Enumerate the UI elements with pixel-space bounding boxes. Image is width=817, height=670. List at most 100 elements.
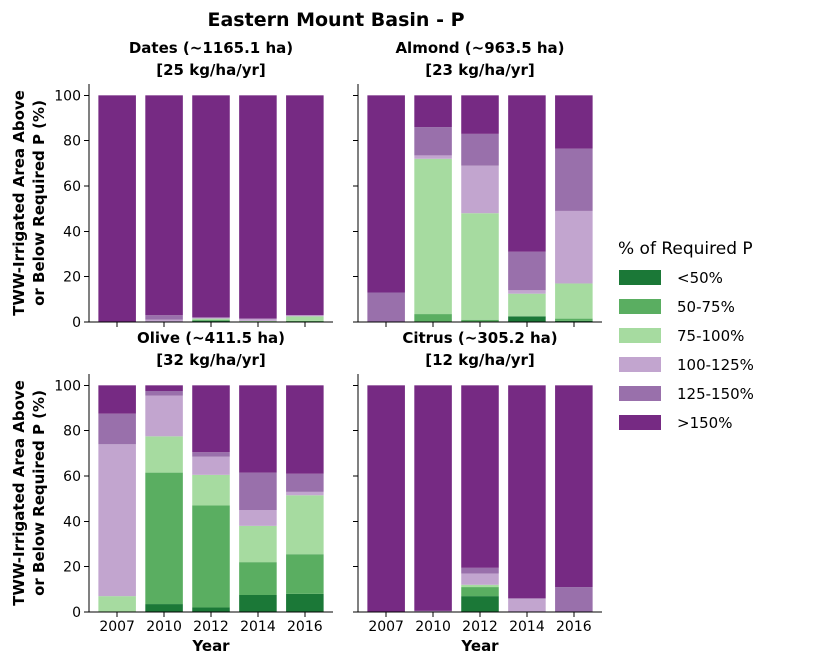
x-tick-label: 2014	[509, 619, 545, 635]
bar-segment	[414, 158, 452, 315]
bar-segment	[367, 95, 405, 293]
bar-segment	[192, 320, 230, 322]
bar-segment	[239, 320, 277, 322]
x-tick-label: 2007	[368, 619, 404, 635]
bar-segment	[192, 474, 230, 506]
bar-segment	[145, 472, 183, 605]
y-tick-label: 80	[63, 134, 81, 150]
bar-segment	[239, 318, 277, 321]
bar-segment	[555, 210, 593, 284]
legend-label: 125-150%	[677, 385, 754, 403]
legend-title: % of Required P	[618, 239, 753, 259]
bar-segment	[239, 385, 277, 473]
y-tick-label: 20	[63, 560, 81, 576]
bar-segment	[367, 385, 405, 612]
bar-segment	[192, 317, 230, 319]
y-tick-label: 80	[63, 424, 81, 440]
panel-2: Almond (~963.5 ha) [23 kg/ha/yr]	[353, 39, 602, 327]
bar-segment	[286, 554, 324, 594]
panel-title-line: Almond (~963.5 ha)	[395, 39, 564, 57]
bar-segment	[414, 95, 452, 128]
y-tick-label: 20	[63, 270, 81, 286]
bar-segment	[145, 395, 183, 437]
legend-swatch	[619, 415, 661, 430]
legend-label: <50%	[677, 269, 723, 287]
bar-segment	[461, 213, 499, 320]
legend-label: 75-100%	[677, 327, 744, 345]
bar-segment	[555, 587, 593, 612]
bar-segment	[286, 320, 324, 322]
x-tick-label: 2012	[193, 619, 229, 635]
bar-segment	[461, 95, 499, 134]
bar-segment	[239, 510, 277, 526]
y-tick-label: 100	[54, 88, 81, 104]
y-tick-label: 0	[72, 315, 81, 331]
bar-segment	[414, 155, 452, 159]
bar-segment	[98, 95, 136, 322]
panel-title-line: [23 kg/ha/yr]	[425, 61, 534, 79]
bar-segment	[508, 385, 546, 599]
bar-segment	[414, 610, 452, 612]
bar-segment	[192, 385, 230, 453]
bar-segment	[508, 251, 546, 291]
bar-segment	[414, 314, 452, 322]
legend-swatch	[619, 328, 661, 343]
bar-segment	[98, 444, 136, 597]
y-tick-label: 60	[63, 469, 81, 485]
bar-segment	[192, 456, 230, 475]
bar-segment	[145, 436, 183, 473]
x-axis-label-right: Year	[460, 637, 499, 655]
bar-segment	[461, 567, 499, 574]
y-tick-label: 0	[72, 605, 81, 621]
legend-swatch	[619, 270, 661, 285]
bar-segment	[461, 584, 499, 588]
bar-segment	[461, 573, 499, 585]
bar-segment	[239, 595, 277, 612]
bar-segment	[286, 473, 324, 492]
bar-segment	[239, 562, 277, 595]
bar-segment	[508, 290, 546, 294]
bar-segment	[145, 95, 183, 316]
panel-1: Dates (~1165.1 ha) [25 kg/ha/yr] 0 20 40 60 80…	[54, 39, 333, 331]
y-tick-label: 40	[63, 224, 81, 240]
panel-title-line: Olive (~411.5 ha)	[137, 329, 285, 347]
bar-segment	[461, 587, 499, 597]
panel-3: Olive (~411.5 ha) [32 kg/ha/yr] 0 20 40 60 80 1…	[54, 329, 333, 635]
x-tick-label: 2016	[556, 619, 592, 635]
bar-segment	[555, 385, 593, 588]
bar-segment	[508, 293, 546, 317]
y-tick-label: 40	[63, 514, 81, 530]
figure-title: Eastern Mount Basin - P	[208, 9, 465, 31]
bar-segment	[461, 165, 499, 214]
x-tick-label: 2007	[99, 619, 135, 635]
bar-segment	[555, 95, 593, 149]
y-tick-label: 60	[63, 179, 81, 195]
bar-segment	[286, 495, 324, 555]
bar-segment	[461, 596, 499, 612]
x-tick-label: 2016	[287, 619, 323, 635]
bar-segment	[286, 593, 324, 612]
bar-segment	[286, 491, 324, 496]
bar-segment	[555, 318, 593, 321]
legend-label: 100-125%	[677, 356, 754, 374]
bar-segment	[145, 315, 183, 320]
y-axis-label-top-line1: TWW-Irrigated Area Above	[10, 90, 28, 316]
bar-segment	[286, 316, 324, 321]
bar-segment	[286, 385, 324, 474]
chart-panels: Dates (~1165.1 ha) [25 kg/ha/yr] 0 20 40 60 80…	[54, 39, 602, 635]
bar-segment	[508, 598, 546, 612]
bar-segment	[286, 95, 324, 316]
x-tick-label: 2014	[240, 619, 276, 635]
bar-segment	[555, 283, 593, 319]
y-axis-label-bottom-line2: or Below Required P (%)	[30, 390, 48, 596]
bar-segment	[145, 391, 183, 396]
bar-segment	[461, 133, 499, 166]
panel-title-line: [12 kg/ha/yr]	[425, 351, 534, 369]
bar-segment	[98, 385, 136, 414]
bar-segment	[239, 525, 277, 563]
panel-title-line: [25 kg/ha/yr]	[156, 61, 265, 79]
bar-segment	[461, 319, 499, 322]
bar-segment	[192, 452, 230, 457]
bar-segment	[286, 315, 324, 317]
